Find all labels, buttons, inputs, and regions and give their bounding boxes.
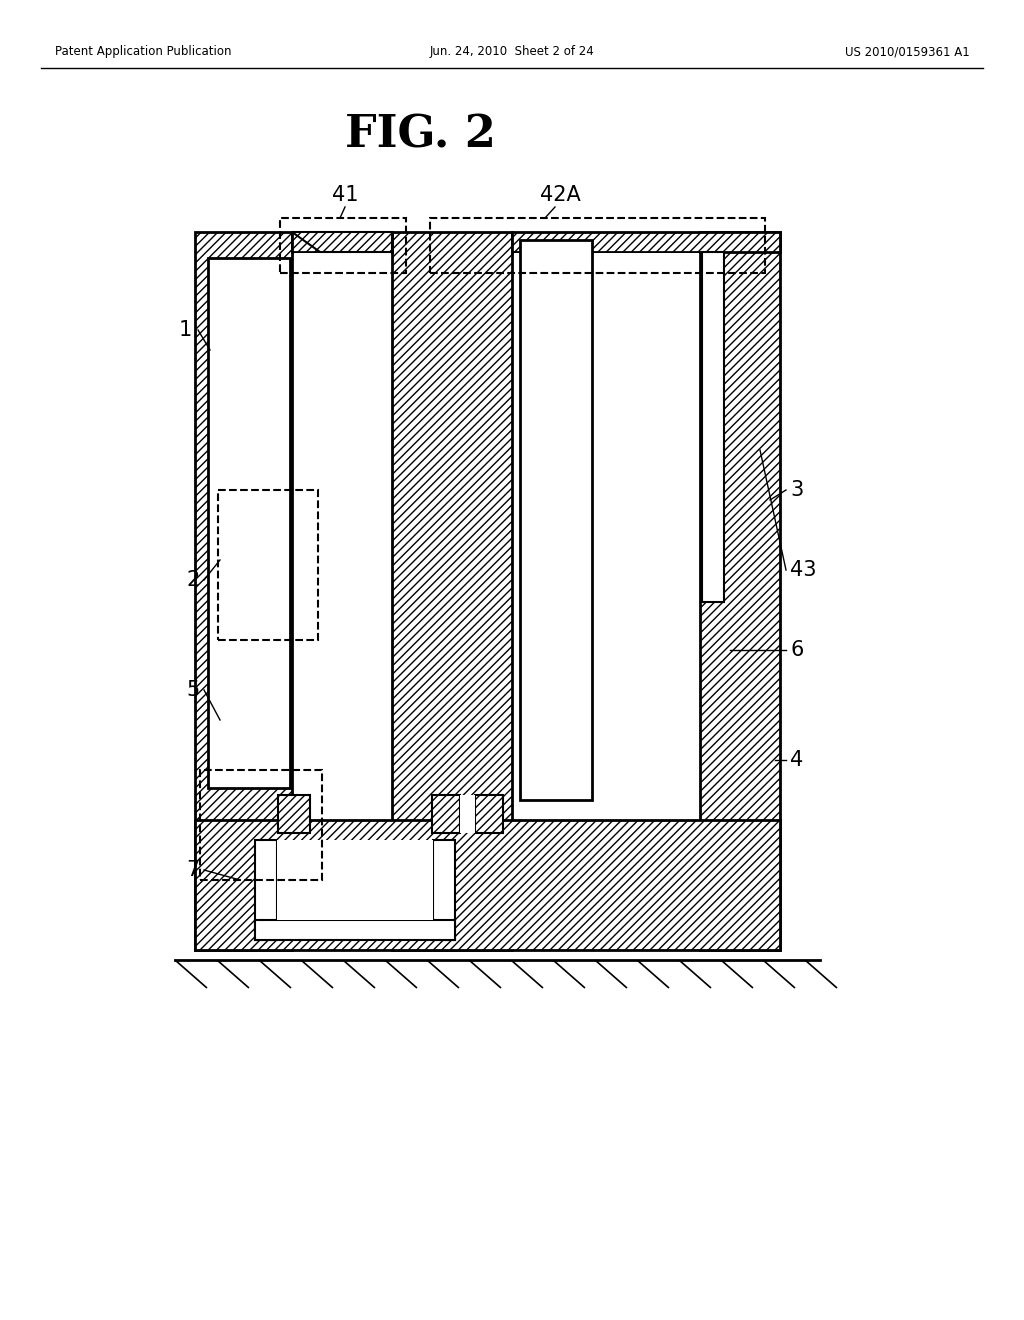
Bar (512, 232, 780, 252)
Text: 2: 2 (186, 570, 200, 590)
Bar (218, 490, 318, 640)
Text: 1: 1 (179, 319, 193, 341)
Bar (255, 920, 455, 940)
Polygon shape (292, 232, 392, 252)
Bar (475, 795, 503, 833)
Text: US 2010/0159361 A1: US 2010/0159361 A1 (845, 45, 970, 58)
Text: 41: 41 (332, 185, 358, 205)
Bar (294, 253, 391, 818)
Bar (292, 252, 392, 820)
Text: FIG. 2: FIG. 2 (344, 114, 496, 157)
Bar (278, 840, 433, 920)
Bar (195, 232, 292, 950)
Bar (514, 253, 699, 818)
Bar (433, 840, 455, 940)
Bar (702, 252, 724, 602)
Text: 7: 7 (186, 861, 200, 880)
Text: 43: 43 (790, 560, 816, 579)
Text: 42A: 42A (540, 185, 581, 205)
Text: 5: 5 (186, 680, 200, 700)
Bar (200, 770, 322, 880)
Text: 4: 4 (790, 750, 803, 770)
Bar (432, 795, 460, 833)
Bar (460, 795, 475, 833)
Text: Jun. 24, 2010  Sheet 2 of 24: Jun. 24, 2010 Sheet 2 of 24 (430, 45, 594, 58)
Text: Patent Application Publication: Patent Application Publication (55, 45, 231, 58)
Bar (255, 840, 278, 940)
Bar (195, 820, 780, 950)
Text: 6: 6 (790, 640, 804, 660)
Bar (292, 232, 392, 252)
Bar (430, 218, 765, 273)
Text: 3: 3 (790, 480, 803, 500)
Bar (461, 795, 475, 833)
Bar (512, 252, 700, 820)
Bar (520, 240, 592, 800)
Bar (392, 232, 512, 950)
Bar (280, 218, 406, 273)
Bar (700, 232, 780, 950)
Bar (278, 795, 310, 833)
Bar (208, 257, 290, 788)
